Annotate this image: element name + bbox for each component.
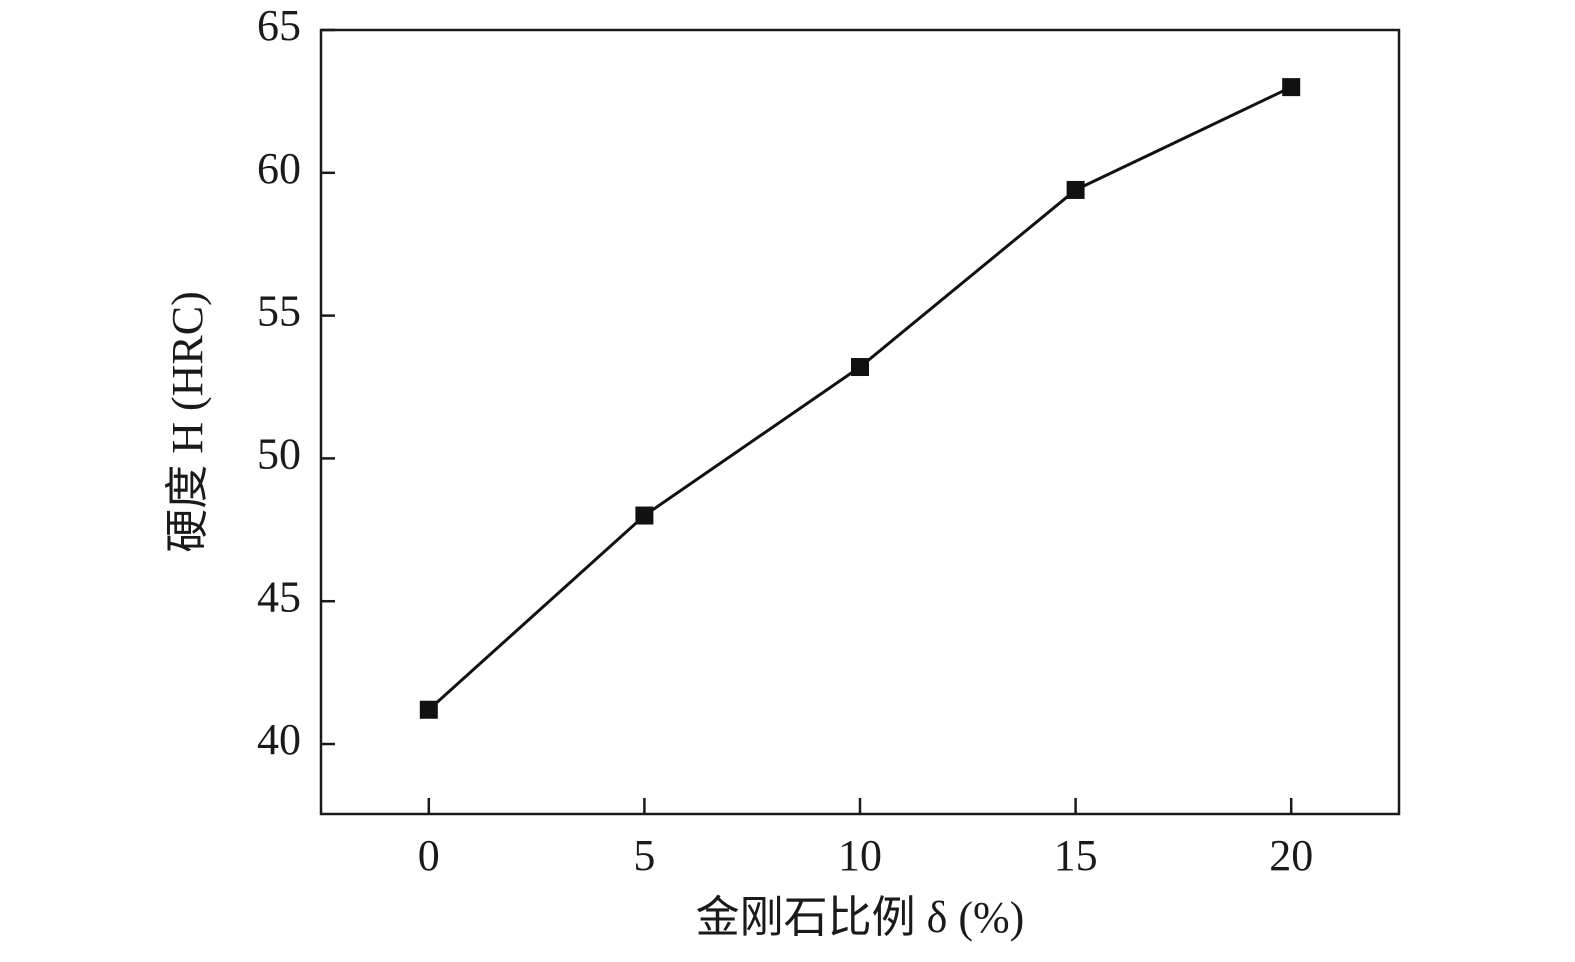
y-tick-label: 45 [257,572,301,621]
y-tick-label: 60 [257,144,301,193]
x-axis-label: 金刚石比例 δ (%) [696,893,1025,942]
y-tick-label: 55 [257,287,301,336]
x-tick-label: 0 [418,831,440,880]
y-axis-label: 硬度 H (HRC) [163,291,212,553]
marker [1066,180,1085,199]
x-tick-label: 20 [1269,831,1313,880]
y-tick-label: 65 [257,1,301,50]
line [427,85,1292,711]
marker [419,700,438,719]
x-tick-label: 10 [838,831,882,880]
x-tick-label: 5 [633,831,655,880]
x-tick-label: 15 [1054,831,1098,880]
marker [1282,78,1301,97]
plot-frame [319,28,1401,816]
marker [851,358,869,377]
marker [635,506,654,525]
y-tick-label: 50 [257,430,301,479]
y-tick-label: 40 [257,715,301,764]
